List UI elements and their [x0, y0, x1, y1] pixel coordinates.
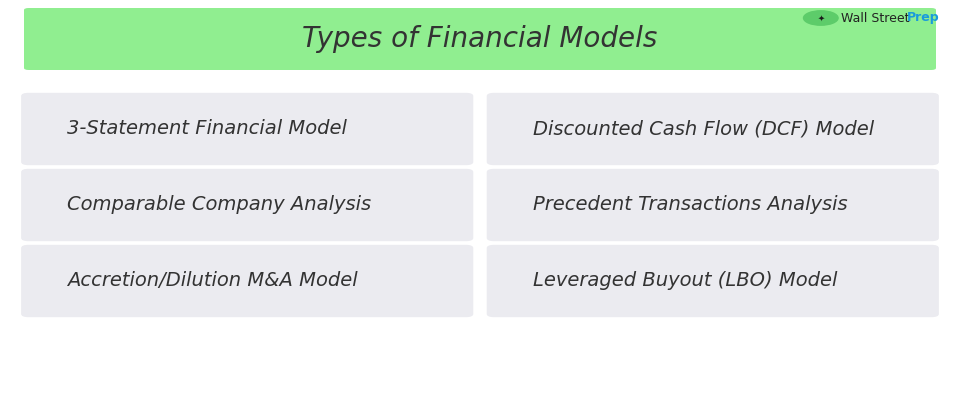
FancyBboxPatch shape: [487, 169, 939, 241]
Text: Accretion/Dilution M&A Model: Accretion/Dilution M&A Model: [67, 272, 358, 290]
Text: Discounted Cash Flow (DCF) Model: Discounted Cash Flow (DCF) Model: [533, 120, 874, 138]
FancyBboxPatch shape: [487, 93, 939, 165]
Text: Leveraged Buyout (LBO) Model: Leveraged Buyout (LBO) Model: [533, 272, 837, 290]
Circle shape: [804, 11, 838, 25]
FancyBboxPatch shape: [487, 245, 939, 317]
Text: 3-Statement Financial Model: 3-Statement Financial Model: [67, 120, 348, 138]
FancyBboxPatch shape: [24, 8, 936, 70]
Text: Wall Street: Wall Street: [841, 12, 909, 24]
FancyBboxPatch shape: [21, 93, 473, 165]
Text: Precedent Transactions Analysis: Precedent Transactions Analysis: [533, 196, 848, 214]
Text: Comparable Company Analysis: Comparable Company Analysis: [67, 196, 372, 214]
FancyBboxPatch shape: [21, 245, 473, 317]
Text: Prep: Prep: [907, 12, 940, 24]
Text: ✦: ✦: [817, 14, 825, 22]
FancyBboxPatch shape: [21, 169, 473, 241]
Text: Types of Financial Models: Types of Financial Models: [302, 25, 658, 53]
